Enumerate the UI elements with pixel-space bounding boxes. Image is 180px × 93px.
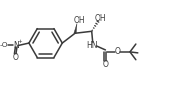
- Text: O: O: [102, 60, 108, 69]
- Text: O: O: [114, 47, 120, 56]
- Text: -O: -O: [0, 42, 8, 48]
- Polygon shape: [74, 23, 77, 33]
- Text: OH: OH: [73, 16, 85, 25]
- Text: O: O: [12, 53, 18, 62]
- Text: HN: HN: [86, 41, 98, 50]
- Text: N: N: [13, 41, 19, 50]
- Text: OH: OH: [95, 14, 106, 23]
- Text: +: +: [17, 39, 22, 44]
